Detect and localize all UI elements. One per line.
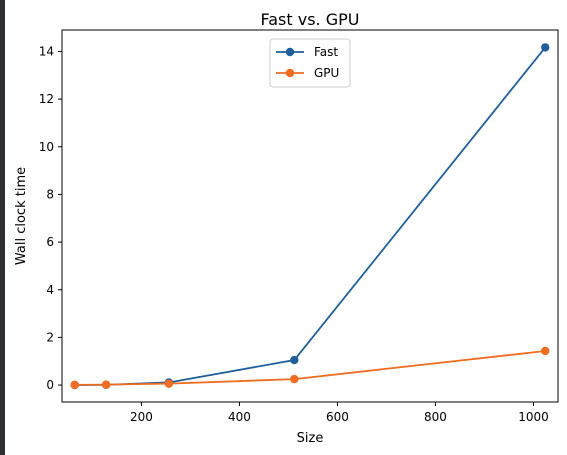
data-point-fast [290, 355, 299, 365]
x-tick-label: 800 [424, 410, 447, 424]
y-tick-label: 0 [46, 378, 54, 392]
x-axis-ticks: 200 400 600 800 1000 [130, 402, 549, 424]
x-tick-label: 400 [228, 410, 251, 424]
y-tick-label: 8 [46, 187, 54, 201]
y-tick-label: 4 [46, 283, 54, 297]
legend-label-gpu: GPU [314, 66, 339, 80]
chart-title: Fast vs. GPU [261, 10, 360, 29]
y-tick-label: 6 [46, 235, 54, 249]
data-point-gpu [101, 380, 111, 389]
legend-label-fast: Fast [314, 45, 338, 59]
data-point-gpu [290, 374, 299, 384]
y-tick-label: 2 [46, 330, 54, 344]
x-tick-label: 600 [326, 410, 349, 424]
x-tick-label: 1000 [518, 410, 549, 424]
y-tick-label: 10 [39, 140, 54, 154]
legend: Fast GPU [269, 38, 351, 88]
x-tick-label: 200 [130, 410, 153, 424]
legend-swatch-marker-gpu [285, 68, 295, 78]
y-tick-label: 14 [39, 44, 54, 58]
window-left-border [0, 0, 5, 455]
series-layer [70, 43, 550, 390]
data-point-gpu [541, 346, 550, 356]
x-axis-label: Size [297, 431, 324, 446]
plot-area-frame [61, 29, 559, 403]
y-tick-label: 12 [39, 92, 54, 106]
y-axis-ticks: 0 2 4 6 8 10 12 14 [39, 44, 62, 392]
y-axis-label: Wall clock time [14, 167, 29, 265]
data-point-fast [541, 43, 550, 52]
data-point-gpu [164, 379, 174, 388]
series-line-gpu [74, 350, 546, 386]
legend-swatch-marker-fast [285, 47, 295, 57]
data-point-gpu [70, 380, 79, 390]
series-line-fast [74, 46, 546, 386]
